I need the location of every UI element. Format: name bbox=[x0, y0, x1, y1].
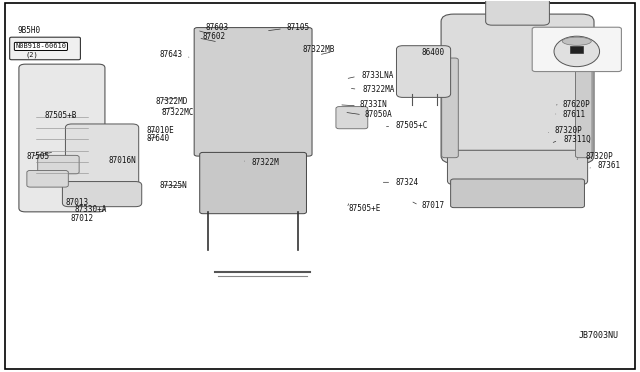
Text: 87603: 87603 bbox=[205, 23, 228, 32]
Text: 87013: 87013 bbox=[65, 198, 88, 207]
Text: 87325N: 87325N bbox=[159, 182, 187, 190]
Text: 87010E: 87010E bbox=[147, 126, 175, 135]
Text: 87050A: 87050A bbox=[365, 109, 392, 119]
FancyBboxPatch shape bbox=[336, 107, 368, 129]
Text: 87324: 87324 bbox=[395, 178, 419, 187]
FancyBboxPatch shape bbox=[441, 14, 594, 163]
Text: (2): (2) bbox=[26, 52, 38, 58]
Text: 87505: 87505 bbox=[27, 152, 50, 161]
Bar bbox=[570, 46, 584, 54]
FancyBboxPatch shape bbox=[575, 58, 592, 158]
Text: 87322MA: 87322MA bbox=[363, 85, 395, 94]
Text: 87322M: 87322M bbox=[252, 157, 280, 167]
FancyBboxPatch shape bbox=[194, 28, 312, 156]
FancyBboxPatch shape bbox=[38, 155, 79, 174]
Text: 87330+A: 87330+A bbox=[75, 205, 107, 215]
Text: 8733IN: 8733IN bbox=[360, 100, 387, 109]
FancyBboxPatch shape bbox=[396, 46, 451, 97]
Text: 8733LNA: 8733LNA bbox=[362, 71, 394, 80]
Text: 87016N: 87016N bbox=[108, 155, 136, 165]
FancyBboxPatch shape bbox=[63, 182, 141, 207]
FancyBboxPatch shape bbox=[451, 179, 584, 208]
Text: 87320P: 87320P bbox=[554, 126, 582, 135]
FancyBboxPatch shape bbox=[442, 58, 458, 158]
Text: 87012: 87012 bbox=[70, 214, 93, 223]
Text: 87322MD: 87322MD bbox=[156, 97, 188, 106]
FancyBboxPatch shape bbox=[486, 0, 549, 25]
Ellipse shape bbox=[563, 37, 591, 45]
Text: 87322MB: 87322MB bbox=[302, 45, 335, 54]
FancyBboxPatch shape bbox=[65, 124, 139, 189]
Text: 87105: 87105 bbox=[287, 23, 310, 32]
Text: 87505+E: 87505+E bbox=[349, 203, 381, 213]
FancyBboxPatch shape bbox=[19, 64, 105, 212]
Text: 87505+C: 87505+C bbox=[395, 121, 428, 129]
FancyBboxPatch shape bbox=[10, 37, 81, 60]
FancyBboxPatch shape bbox=[532, 27, 621, 71]
Text: 87620P: 87620P bbox=[562, 100, 590, 109]
Text: 9B5H0: 9B5H0 bbox=[17, 26, 40, 35]
Ellipse shape bbox=[554, 36, 600, 67]
FancyBboxPatch shape bbox=[27, 170, 68, 187]
FancyBboxPatch shape bbox=[447, 150, 588, 185]
Text: 87611: 87611 bbox=[562, 109, 585, 119]
Text: 87322MC: 87322MC bbox=[162, 108, 195, 117]
Text: 87505+B: 87505+B bbox=[45, 111, 77, 121]
Text: 87320P: 87320P bbox=[585, 152, 613, 161]
Text: N0B918-60610: N0B918-60610 bbox=[15, 44, 67, 49]
FancyBboxPatch shape bbox=[200, 153, 307, 214]
Text: 87311Q: 87311Q bbox=[563, 135, 591, 144]
Text: 87361: 87361 bbox=[598, 161, 621, 170]
Text: JB7003NU: JB7003NU bbox=[578, 331, 618, 340]
Text: 87643: 87643 bbox=[159, 51, 182, 60]
Text: 87017: 87017 bbox=[422, 201, 445, 210]
Text: 86400: 86400 bbox=[422, 48, 445, 57]
Text: 87640: 87640 bbox=[147, 134, 170, 143]
Text: 87602: 87602 bbox=[202, 32, 225, 41]
